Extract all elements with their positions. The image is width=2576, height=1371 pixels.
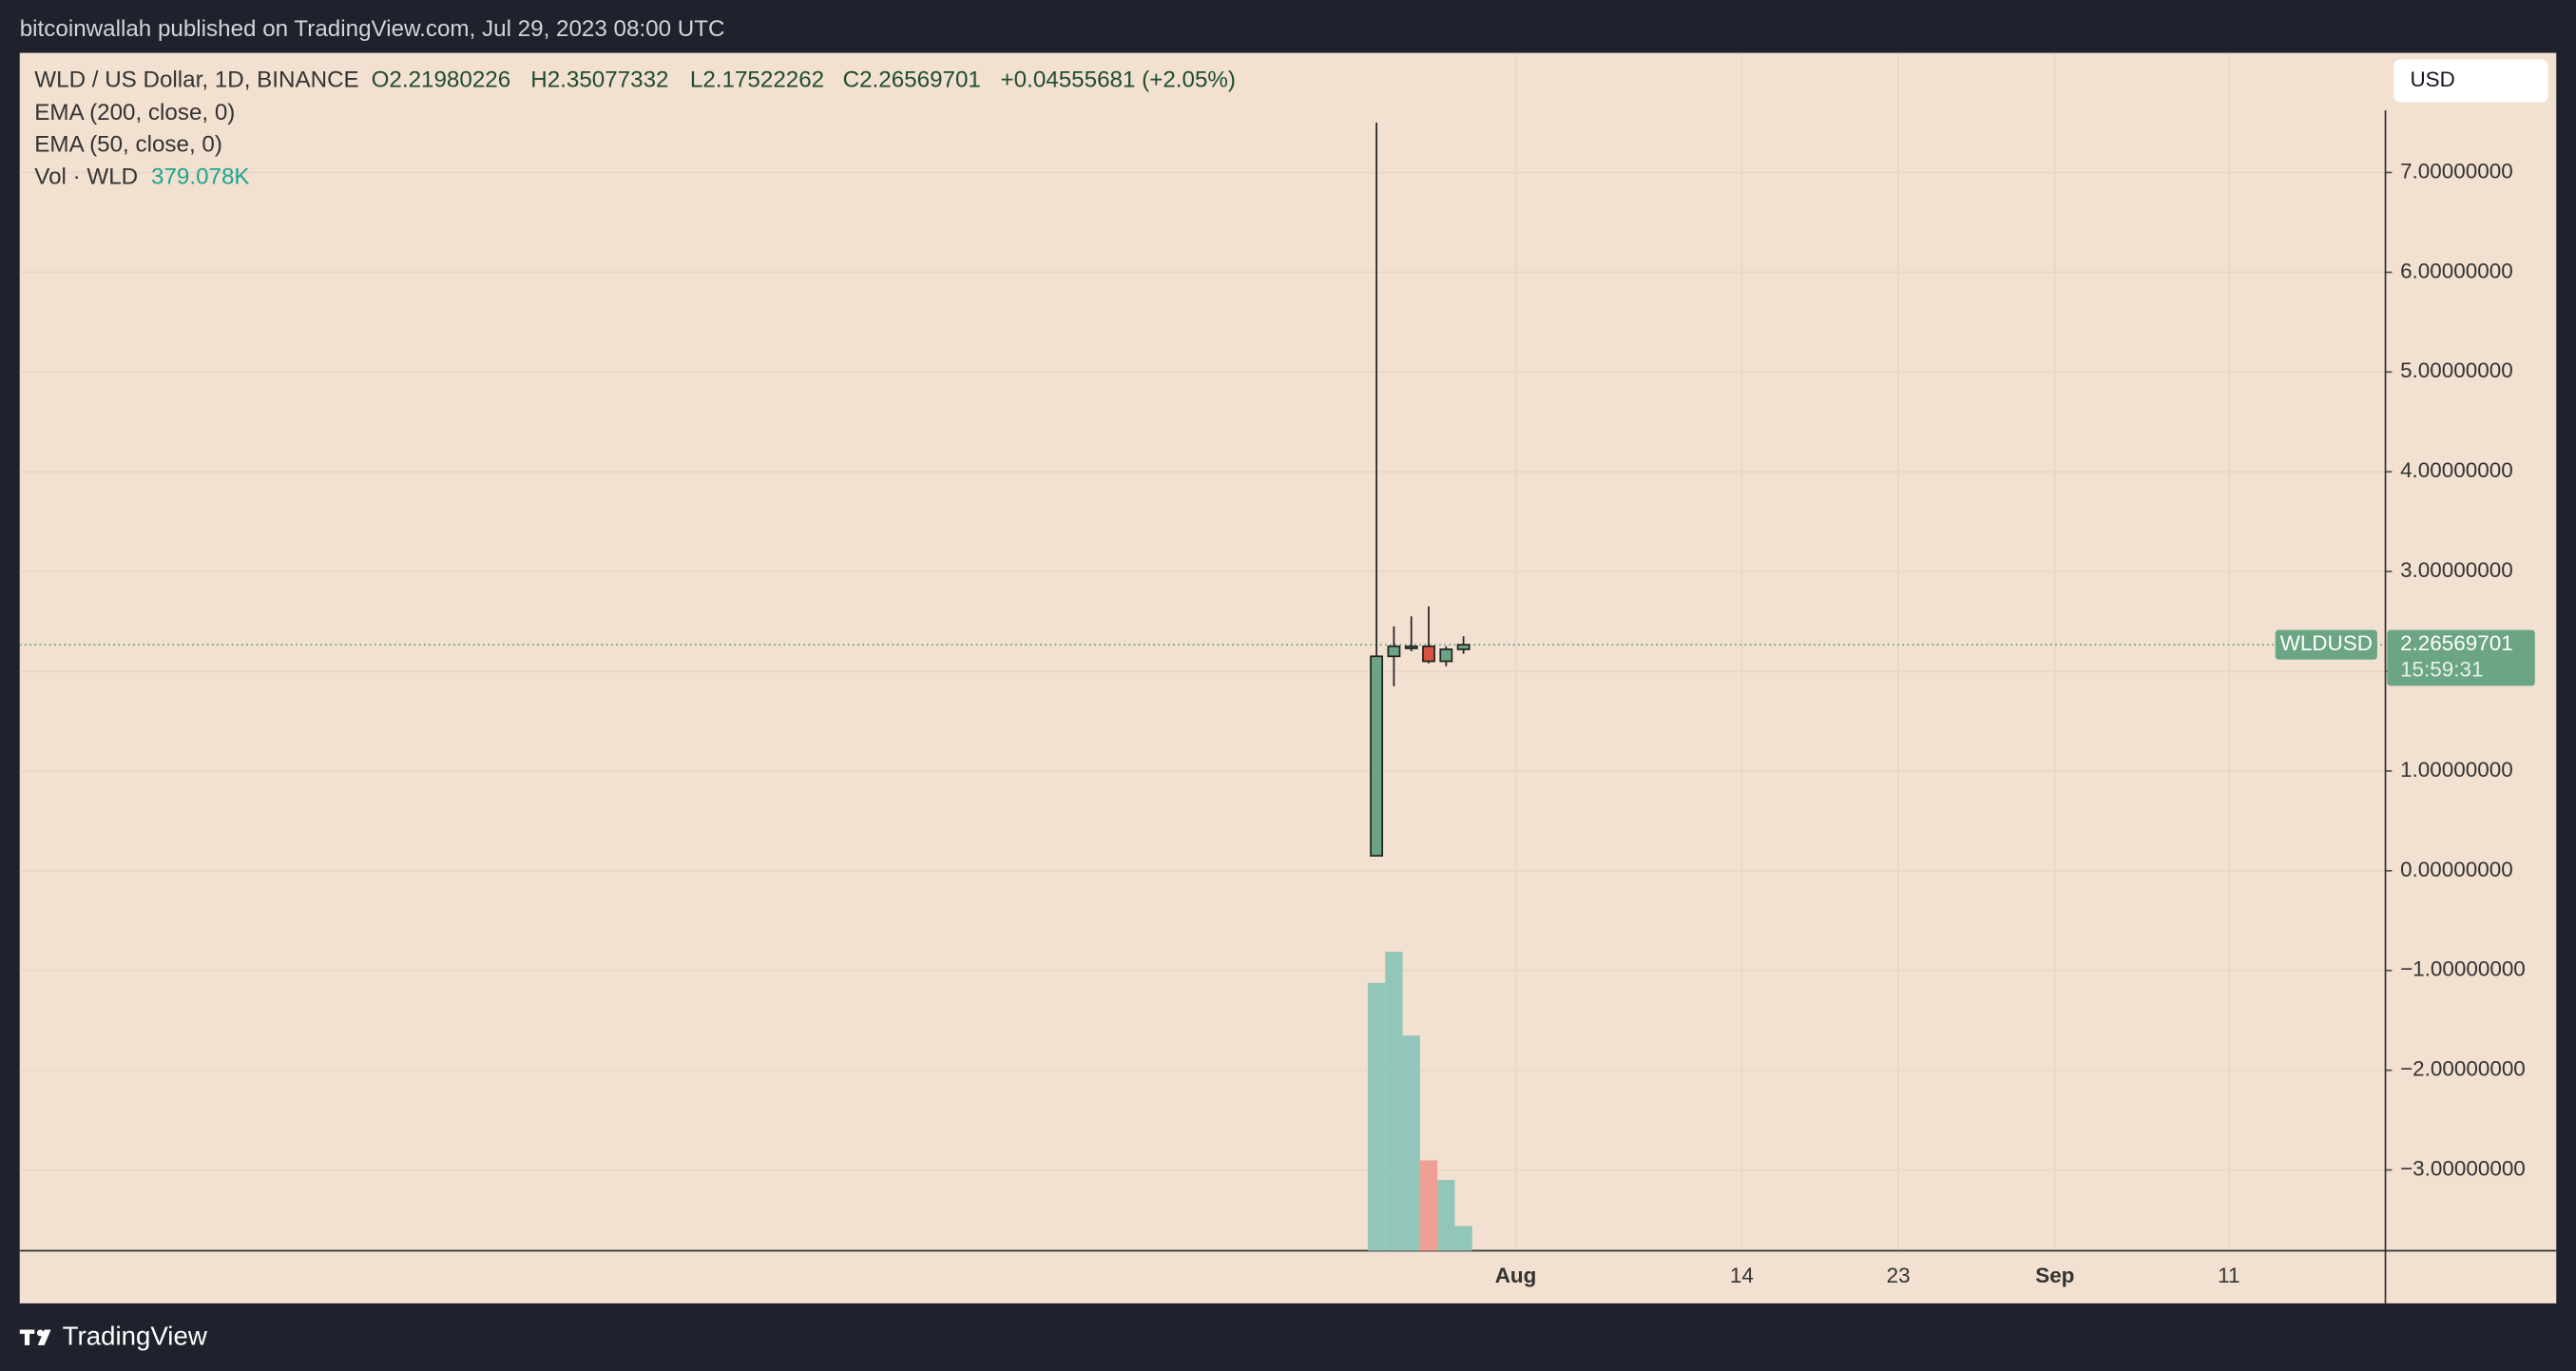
y-tick-label: −3.00000000	[2400, 1157, 2526, 1181]
volume-bar	[1437, 1180, 1455, 1251]
volume-legend: Vol · WLD	[34, 164, 138, 189]
x-tick-label: 23	[1887, 1264, 1911, 1287]
ohlc-legend: L2.17522262	[690, 67, 824, 92]
volume-bar	[1454, 1226, 1472, 1251]
brand-logo	[19, 1329, 51, 1345]
ohlc-legend: H2.35077332	[530, 67, 668, 92]
y-tick-label: −1.00000000	[2400, 957, 2526, 981]
ohlc-legend: O2.21980226	[372, 67, 511, 92]
currency-label: USD	[2410, 68, 2454, 91]
volume-bar	[1367, 982, 1386, 1251]
price-tag-value: 2.26569701	[2400, 631, 2513, 655]
candle-body	[1422, 645, 1435, 663]
ohlc-legend: +0.04555681 (+2.05%)	[1001, 67, 1236, 92]
symbol-tag-label: WLDUSD	[2280, 631, 2373, 655]
indicator-legend: EMA (200, close, 0)	[34, 100, 235, 126]
y-tick-label: 6.00000000	[2400, 259, 2513, 282]
x-tick-label: Aug	[1495, 1264, 1537, 1287]
ohlc-legend: C2.26569701	[843, 67, 981, 92]
y-tick-label: 4.00000000	[2400, 458, 2513, 482]
x-tick-label: 11	[2218, 1264, 2240, 1287]
chart-title: WLD / US Dollar, 1D, BINANCE	[34, 67, 358, 92]
y-tick-label: −2.00000000	[2400, 1057, 2526, 1081]
volume-bar	[1385, 951, 1403, 1251]
countdown: 15:59:31	[2400, 658, 2483, 682]
y-tick-label: 3.00000000	[2400, 558, 2513, 582]
y-tick-label: 5.00000000	[2400, 358, 2513, 382]
x-tick-label: 14	[1730, 1264, 1754, 1287]
candle-body	[1370, 655, 1384, 857]
brand-name: TradingView	[63, 1321, 208, 1350]
y-tick-label: 7.00000000	[2400, 159, 2513, 183]
symbol-tag	[2275, 629, 2377, 660]
candle-body	[1456, 644, 1471, 650]
volume-bar	[1419, 1160, 1438, 1251]
indicator-legend: EMA (50, close, 0)	[34, 132, 222, 158]
y-tick-label: 0.00000000	[2400, 858, 2513, 881]
chart-panel	[19, 52, 2557, 1303]
volume-bar	[1402, 1035, 1420, 1251]
candle-body	[1439, 648, 1453, 663]
y-tick-label: 1.00000000	[2400, 758, 2513, 782]
currency-button[interactable]	[2393, 59, 2548, 103]
candle-body	[1387, 645, 1401, 658]
price-tag	[2387, 629, 2535, 686]
volume-legend-value: 379.078K	[151, 164, 250, 189]
candle-body	[1404, 645, 1418, 649]
byline: bitcoinwallah published on TradingView.c…	[20, 16, 725, 42]
x-tick-label: Sep	[2035, 1264, 2074, 1287]
